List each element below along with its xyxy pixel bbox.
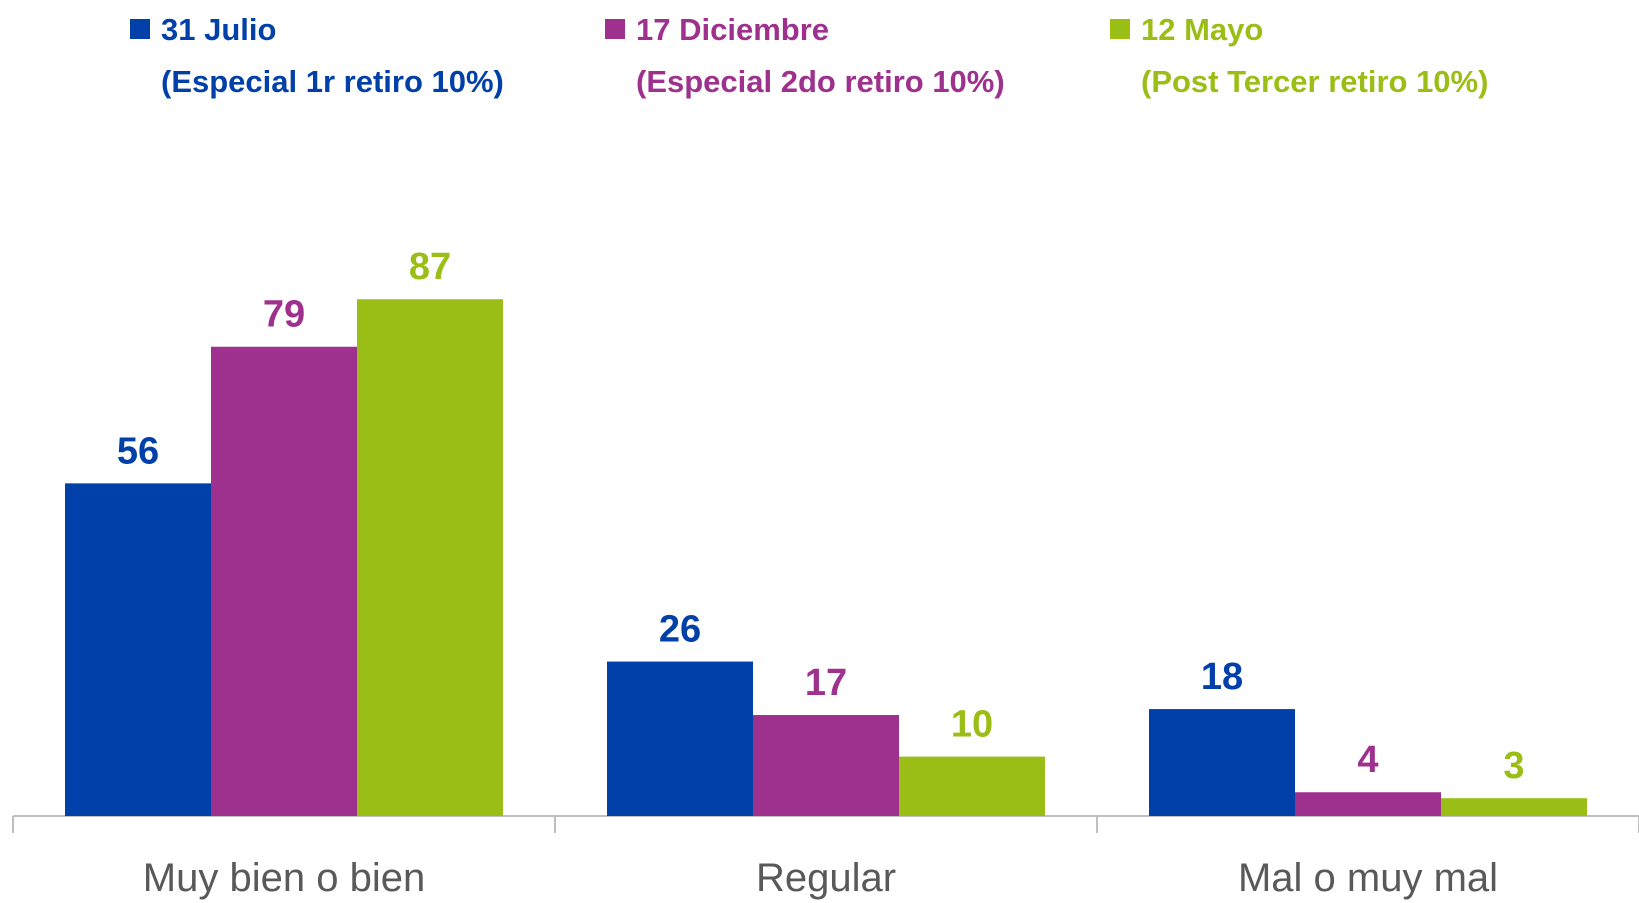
legend-line: (Especial 1r retiro 10%) bbox=[161, 64, 504, 99]
value-label: 79 bbox=[263, 294, 305, 336]
bar bbox=[607, 661, 753, 816]
value-label: 56 bbox=[117, 430, 159, 472]
x-tick-label: Regular bbox=[756, 856, 896, 900]
value-label: 4 bbox=[1357, 739, 1378, 781]
legend-swatch bbox=[605, 19, 625, 39]
legend-line: 17 Diciembre bbox=[636, 12, 829, 47]
value-label: 26 bbox=[659, 609, 701, 651]
bar bbox=[211, 346, 357, 816]
bar bbox=[1441, 798, 1587, 816]
bar bbox=[899, 756, 1045, 816]
legend-swatch bbox=[1110, 19, 1130, 39]
legend-line: 12 Mayo bbox=[1141, 12, 1263, 47]
x-tick-label: Muy bien o bien bbox=[143, 856, 425, 900]
legend-line: (Post Tercer retiro 10%) bbox=[1141, 64, 1488, 99]
legend-label: 31 Julio (Especial 1r retiro 10%) bbox=[161, 12, 504, 99]
bar bbox=[65, 483, 211, 816]
x-tick-label: Mal o muy mal bbox=[1238, 856, 1498, 900]
legend-line: (Especial 2do retiro 10%) bbox=[636, 64, 1005, 99]
value-label: 87 bbox=[409, 246, 451, 288]
value-label: 17 bbox=[805, 662, 847, 704]
legend-label: 12 Mayo (Post Tercer retiro 10%) bbox=[1141, 12, 1488, 99]
bar bbox=[1149, 709, 1295, 816]
bar bbox=[753, 715, 899, 816]
value-label: 3 bbox=[1503, 745, 1524, 787]
legend-swatch bbox=[130, 19, 150, 39]
bar bbox=[1295, 792, 1441, 816]
legend-label: 17 Diciembre (Especial 2do retiro 10%) bbox=[636, 12, 1005, 99]
legend-line: 31 Julio bbox=[161, 12, 276, 47]
bar bbox=[357, 299, 503, 817]
value-label: 18 bbox=[1201, 656, 1243, 698]
value-label: 10 bbox=[951, 704, 993, 746]
